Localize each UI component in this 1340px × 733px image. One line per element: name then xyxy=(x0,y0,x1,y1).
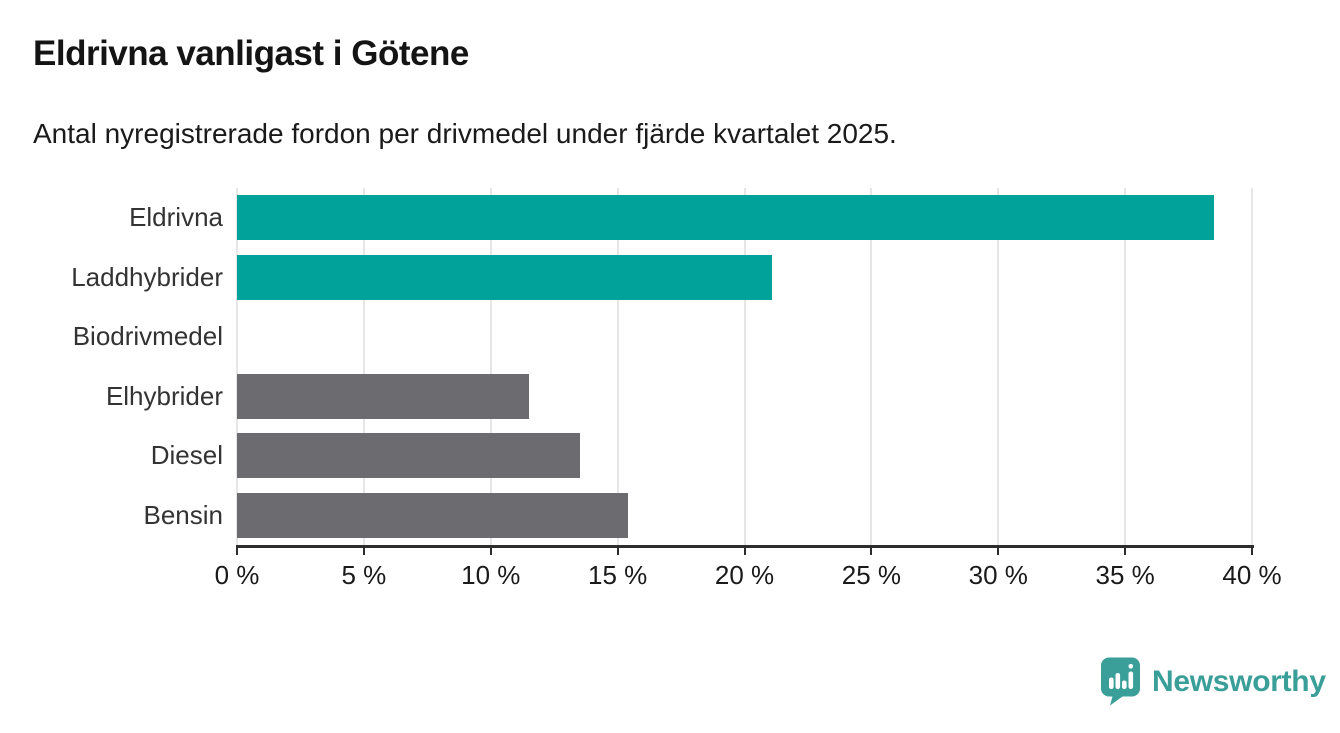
bar-row-eldrivna: Eldrivna xyxy=(129,188,1252,248)
plot-area: Eldrivna Laddhybrider Biodrivmedel Elhybrid… xyxy=(71,188,1282,590)
bar-rows: Eldrivna Laddhybrider Biodrivmedel Elhybrid… xyxy=(71,188,1252,546)
x-axis-tick-35 xyxy=(1124,545,1127,555)
gridline-5 xyxy=(362,188,365,545)
bar-laddhybrider xyxy=(237,254,773,300)
newsworthy-logo: Newsworthy xyxy=(1100,657,1326,706)
bar-row-biodrivmedel: Biodrivmedel xyxy=(73,307,1252,367)
x-axis-tick-20 xyxy=(743,545,746,555)
x-axis-tick-25 xyxy=(870,545,873,555)
bar-row-diesel: Diesel xyxy=(151,426,1252,486)
x-tick-label-30: 30 % xyxy=(968,560,1028,590)
bar-row-laddhybrider: Laddhybrider xyxy=(71,248,1252,308)
gridline-40 xyxy=(1251,188,1253,545)
category-label-bensin: Bensin xyxy=(143,499,224,530)
gridline-10 xyxy=(489,188,492,545)
x-tick-label-10: 10 % xyxy=(461,560,521,590)
gridline-15 xyxy=(616,188,619,545)
gridline-25 xyxy=(870,188,873,545)
category-label-eldrivna: Eldrivna xyxy=(129,202,223,233)
category-label-laddhybrider: Laddhybrider xyxy=(71,261,223,292)
x-tick-label-25: 25 % xyxy=(841,560,902,590)
gridline-0 xyxy=(236,188,238,545)
x-axis-tick-10 xyxy=(489,545,492,555)
gridline-20 xyxy=(743,188,746,545)
brand-name: Newsworthy xyxy=(1152,664,1326,698)
category-label-elhybrider: Elhybrider xyxy=(105,380,223,411)
x-tick-label-40: 40 % xyxy=(1222,560,1282,590)
badge-bars-glyph xyxy=(1109,664,1134,689)
bar-eldrivna xyxy=(237,195,1214,241)
x-axis-tick-0 xyxy=(236,545,238,555)
newsworthy-badge-icon xyxy=(1101,657,1140,706)
x-tick-label-15: 15 % xyxy=(587,560,648,590)
x-axis-tick-40 xyxy=(1251,545,1253,555)
bar-diesel xyxy=(237,433,580,479)
gridline-35 xyxy=(1124,188,1127,545)
gridline-30 xyxy=(997,188,1000,545)
x-axis-tick-15 xyxy=(616,545,619,555)
x-tick-label-35: 35 % xyxy=(1095,560,1155,590)
category-label-diesel: Diesel xyxy=(150,440,223,471)
category-label-biodrivmedel: Biodrivmedel xyxy=(72,321,223,352)
x-tick-label-5: 5 % xyxy=(341,560,387,590)
bar-row-elhybrider: Elhybrider xyxy=(106,367,1252,427)
x-tick-label-20: 20 % xyxy=(714,560,775,590)
x-tick-label-0: 0 % xyxy=(214,560,260,590)
chart-subtitle: Antal nyregistrerade fordon per drivmede… xyxy=(33,118,897,149)
x-axis-tick-5 xyxy=(362,545,365,555)
bar-bensin xyxy=(237,492,628,538)
x-axis-tick-30 xyxy=(997,545,1000,555)
bar-elhybrider xyxy=(237,373,529,419)
chart-title: Eldrivna vanligast i Götene xyxy=(33,34,469,73)
bar-row-bensin: Bensin xyxy=(144,486,1252,546)
